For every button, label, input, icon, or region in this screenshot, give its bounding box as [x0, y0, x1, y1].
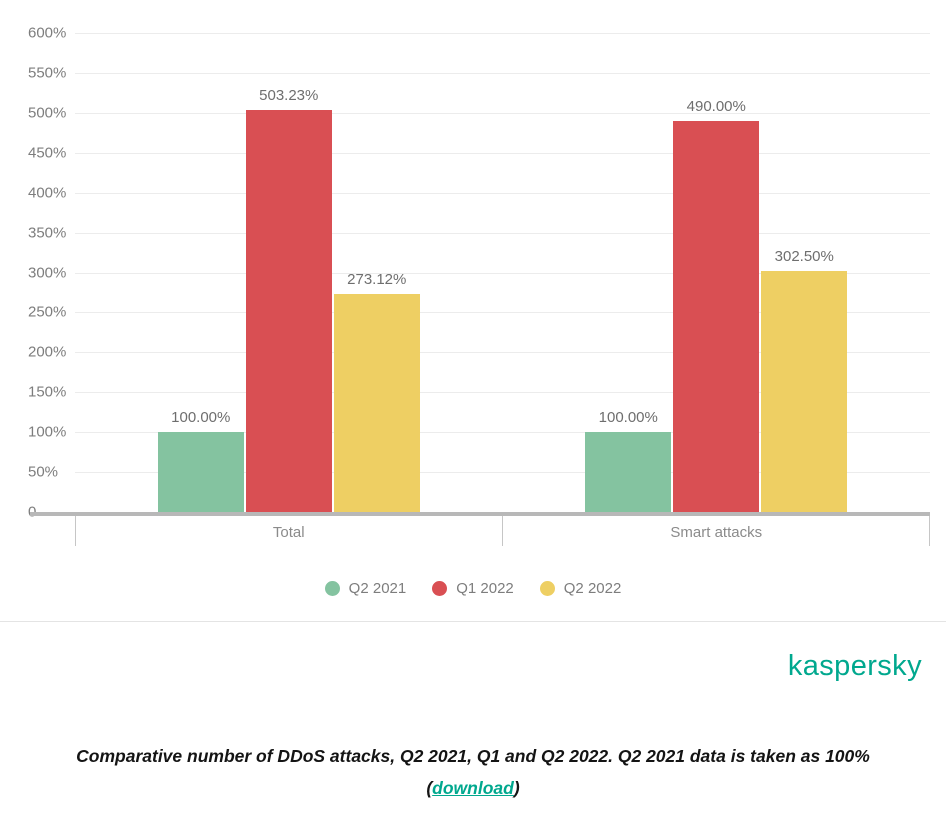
gridline: [75, 192, 930, 194]
gridline: [75, 33, 930, 34]
y-tick-label: 250%: [28, 303, 67, 321]
gridline: [75, 312, 930, 314]
y-tick-label: 500%: [28, 104, 67, 122]
bar-group: 100.00% 490.00% 302.50%: [503, 33, 931, 512]
bar-groups: 100.00% 503.23% 273.12% 100.00% 490.00% 302.5…: [75, 33, 930, 512]
gridline: [75, 112, 930, 114]
legend-label: Q2 2022: [563, 580, 622, 597]
gridline: [75, 472, 930, 474]
category-divider-left: [75, 516, 76, 546]
y-tick-label: 600%: [28, 24, 67, 42]
bar: 273.12%: [333, 271, 420, 512]
gridline: [75, 392, 930, 394]
bar-value-label: 100.00%: [171, 409, 231, 427]
bar-value-label: 100.00%: [598, 409, 658, 427]
bar: 100.00%: [157, 409, 244, 512]
category-divider-middle: [502, 516, 503, 546]
bar-value-label: 490.00%: [686, 97, 746, 115]
y-tick-label: 150%: [28, 383, 67, 401]
y-tick-label: 200%: [28, 343, 67, 361]
figure-caption: Comparative number of DDoS attacks, Q2 2…: [33, 740, 913, 805]
chart-legend: Q2 2021 Q1 2022 Q2 2022: [0, 580, 946, 597]
divider-line: [0, 621, 946, 622]
category-labels: Total Smart attacks: [75, 519, 930, 541]
x-axis-baseline: [30, 512, 930, 516]
bar: 100.00%: [585, 409, 672, 512]
bar-value-label: 302.50%: [774, 247, 834, 265]
caption-text-before: Comparative number of DDoS attacks, Q2 2…: [76, 746, 870, 799]
bar-value-label: 273.12%: [347, 270, 407, 288]
legend-item: Q2 2022: [539, 580, 622, 597]
gridline: [75, 272, 930, 274]
y-tick-label: 50%: [28, 463, 59, 481]
category-label: Smart attacks: [670, 524, 763, 541]
category-divider-right: [929, 516, 930, 546]
gridline: [75, 352, 930, 354]
bar: 503.23%: [245, 87, 332, 512]
y-tick-label: 350%: [28, 224, 67, 242]
download-link[interactable]: download: [432, 778, 514, 799]
plot-area: [75, 33, 930, 512]
legend-item: Q1 2022: [432, 580, 514, 597]
caption-text-after: ): [513, 778, 520, 799]
legend-dot-icon: [539, 581, 555, 596]
legend-dot-icon: [432, 581, 448, 596]
y-axis: 050%100%150%200%250%300%350%400%450%500%…: [28, 25, 70, 521]
kaspersky-logo: kaspersky: [787, 650, 922, 682]
bar-group: 100.00% 503.23% 273.12%: [75, 33, 503, 512]
gridline: [75, 72, 930, 74]
y-tick-label: 450%: [28, 144, 67, 162]
gridline: [75, 232, 930, 234]
legend-dot-icon: [324, 581, 340, 596]
legend-label: Q1 2022: [456, 580, 514, 597]
y-tick-label: 300%: [28, 264, 67, 281]
y-tick-label: 550%: [28, 64, 67, 82]
y-tick-label: 400%: [28, 184, 67, 202]
bar-chart: 050%100%150%200%250%300%350%400%450%500%…: [28, 25, 930, 597]
y-tick-label: 100%: [28, 423, 67, 441]
bar: 490.00%: [673, 98, 760, 512]
category-label: Total: [272, 524, 305, 541]
bar-value-label: 503.23%: [259, 87, 319, 105]
bar: 302.50%: [761, 248, 848, 512]
legend-item: Q2 2021: [324, 580, 407, 597]
gridline: [75, 432, 930, 434]
gridline: [75, 152, 930, 154]
legend-label: Q2 2021: [348, 580, 407, 597]
